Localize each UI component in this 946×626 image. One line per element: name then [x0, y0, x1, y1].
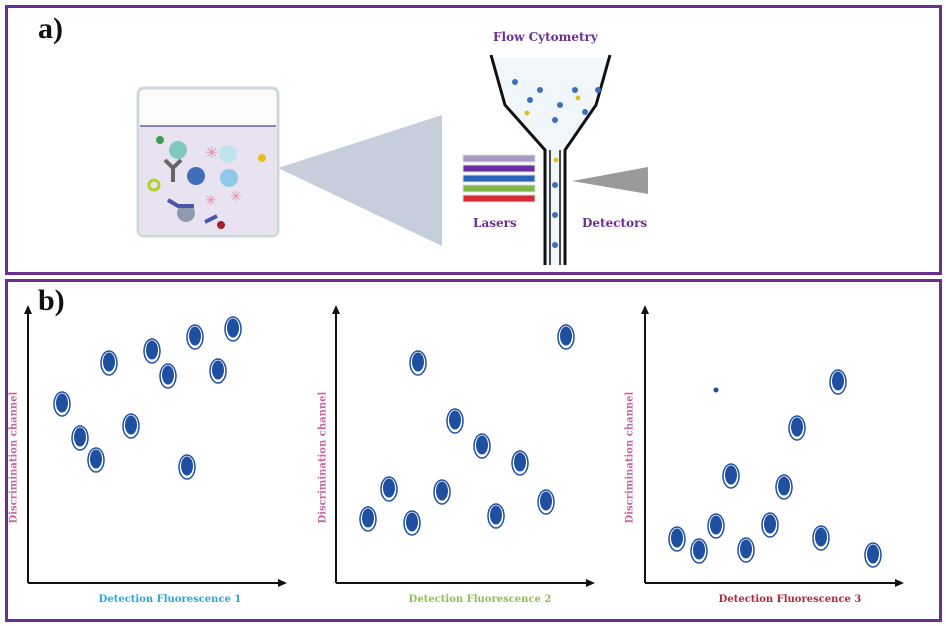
laser-bar — [462, 194, 536, 203]
cell-point-fill — [162, 365, 174, 385]
cell-point-fill — [181, 456, 193, 476]
panel-b-label: b) — [38, 284, 65, 317]
cell-point-fill — [476, 435, 488, 455]
detectors-label: Detectors — [582, 216, 648, 230]
plot2-ylabel: Discrimination channel — [317, 391, 329, 524]
x-axis-arrow — [278, 579, 287, 587]
cell-point-fill — [125, 415, 137, 435]
cell-point-fill — [362, 508, 374, 528]
y-axis-arrow — [24, 305, 32, 314]
cell-point-fill — [514, 452, 526, 472]
svg-text:✳: ✳ — [230, 190, 242, 205]
cell-point-fill — [56, 393, 68, 413]
cell-point-fill — [189, 326, 201, 346]
cell-point-fill — [383, 478, 395, 498]
laser-bar — [462, 184, 536, 193]
detector-cone — [572, 167, 648, 194]
cell-point-fill — [490, 505, 502, 525]
beaker: ✳ ✳ ✳ — [136, 86, 280, 238]
cell-point-fill — [832, 371, 844, 391]
x-axis-arrow — [895, 579, 904, 587]
cell-point-fill — [74, 427, 86, 447]
laser-bar — [462, 174, 536, 183]
panel-a — [5, 5, 942, 275]
panel-b — [5, 279, 942, 622]
cell-point-fill — [815, 527, 827, 547]
plot3-xlabel: Detection Fluorescence 3 — [718, 594, 862, 605]
cell-point-fill — [693, 540, 705, 560]
lasers-label: Lasers — [473, 216, 517, 230]
flow-cytometry-title: Flow Cytometry — [493, 30, 598, 44]
laser-bar — [462, 164, 536, 173]
plot1-xlabel: Detection Fluorescence 1 — [98, 594, 242, 605]
cell-point-fill — [406, 512, 418, 532]
cell-point-fill — [412, 352, 424, 372]
cell-point-fill — [740, 539, 752, 559]
cell-point-fill — [671, 528, 683, 548]
cell-point-fill — [146, 340, 158, 360]
cell-point-fill — [436, 481, 448, 501]
x-axis-arrow — [586, 579, 595, 587]
svg-text:✳: ✳ — [205, 194, 217, 209]
panel-a-label: a) — [38, 12, 63, 45]
magnify-cone — [278, 115, 442, 246]
cell-point-fill — [560, 326, 572, 346]
cell-point-fill — [778, 476, 790, 496]
scatter-plots — [24, 305, 904, 587]
cell-point-fill — [791, 417, 803, 437]
cell-point-fill — [710, 515, 722, 535]
plot2-xlabel: Detection Fluorescence 2 — [408, 594, 552, 605]
laser-bar — [462, 154, 536, 163]
cell-point-fill — [764, 514, 776, 534]
plot3-ylabel: Discrimination channel — [624, 391, 636, 524]
cell-point-fill — [867, 544, 879, 564]
plot1-ylabel: Discrimination channel — [8, 391, 20, 524]
flow-cell — [489, 54, 612, 265]
lasers — [462, 154, 536, 203]
small-cell-point — [713, 387, 719, 393]
cell-point-fill — [725, 465, 737, 485]
cell-point-fill — [103, 352, 115, 372]
cell-point-fill — [227, 318, 239, 338]
svg-text:✳: ✳ — [205, 145, 218, 162]
y-axis-arrow — [641, 305, 649, 314]
cell-point-fill — [212, 360, 224, 380]
y-axis-arrow — [332, 305, 340, 314]
cell-point-fill — [90, 449, 102, 469]
cell-point-fill — [449, 410, 461, 430]
cell-point-fill — [540, 491, 552, 511]
